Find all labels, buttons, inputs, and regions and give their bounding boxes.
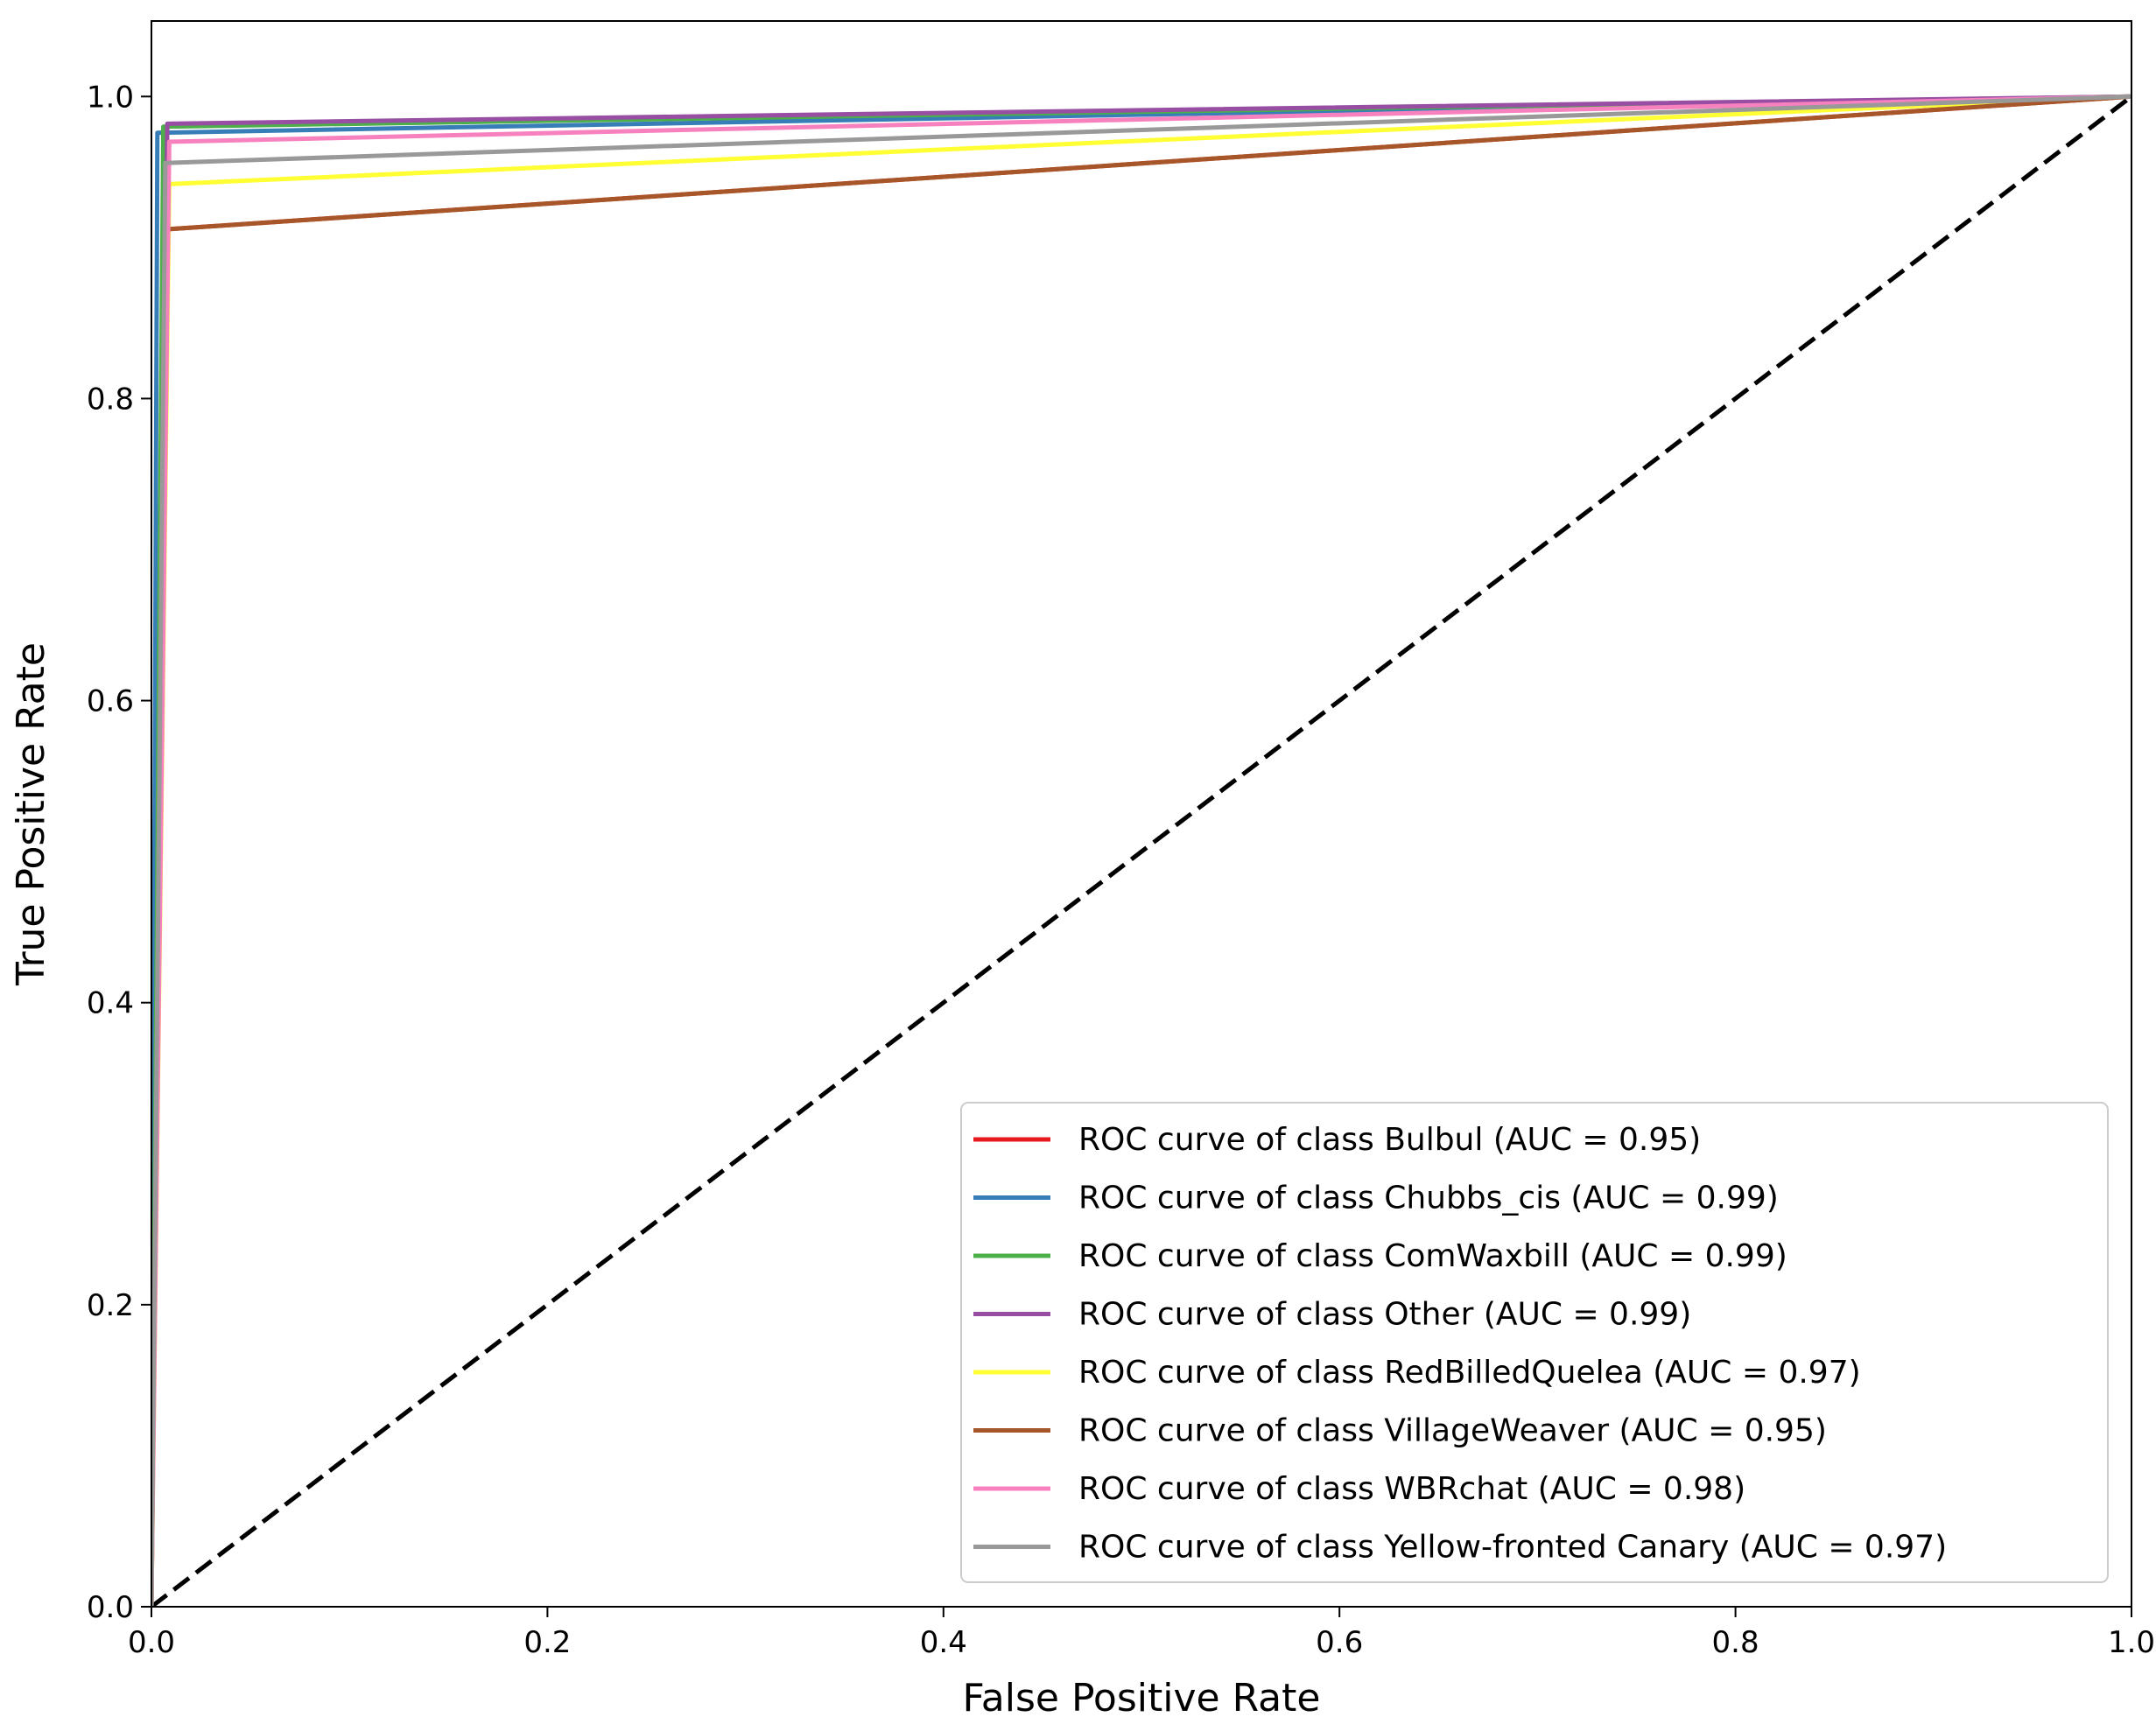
x-tick-label: 0.6	[1316, 1625, 1363, 1660]
legend-box	[960, 1102, 2109, 1583]
legend-entry: ROC curve of class WBRchat (AUC = 0.98)	[1078, 1471, 1745, 1507]
x-tick-label: 0.0	[128, 1625, 175, 1660]
legend-entry: ROC curve of class RedBilledQuelea (AUC …	[1078, 1355, 1861, 1391]
legend: ROC curve of class Bulbul (AUC = 0.95) RO…	[960, 1102, 2109, 1583]
x-axis-label: False Positive Rate	[963, 1676, 1321, 1720]
y-tick-label: 1.0	[87, 80, 134, 115]
y-axis-label: True Positive Rate	[9, 642, 53, 986]
legend-entry: ROC curve of class Bulbul (AUC = 0.95)	[1078, 1122, 1701, 1158]
y-tick-label: 0.0	[87, 1590, 134, 1625]
x-tick-label: 0.8	[1712, 1625, 1759, 1660]
legend-entry: ROC curve of class Chubbs_cis (AUC = 0.9…	[1078, 1181, 1779, 1216]
plot-frame	[151, 20, 2132, 1608]
y-axis: 0.0 0.2 0.4 0.6 0.8 1.0	[87, 80, 151, 1625]
y-tick-label: 0.8	[87, 382, 134, 417]
x-tick-label: 0.2	[523, 1625, 571, 1660]
y-tick-label: 0.6	[87, 684, 134, 719]
legend-entry: ROC curve of class Other (AUC = 0.99)	[1078, 1297, 1691, 1333]
y-tick-label: 0.4	[87, 986, 134, 1021]
diagonal-reference-line	[151, 95, 2131, 1607]
x-axis: 0.0 0.2 0.4 0.6 0.8 1.0	[128, 1607, 2155, 1660]
x-tick-label: 1.0	[2108, 1625, 2155, 1660]
legend-entry: ROC curve of class Yellow-fronted Canary…	[1078, 1530, 1947, 1566]
plot-area	[151, 94, 2131, 1607]
x-tick-label: 0.4	[920, 1625, 967, 1660]
y-tick-label: 0.2	[87, 1288, 134, 1323]
legend-entry: ROC curve of class ComWaxbill (AUC = 0.9…	[1078, 1238, 1787, 1274]
roc-curve-7	[151, 94, 2131, 1607]
legend-entry: ROC curve of class VillageWeaver (AUC = …	[1078, 1413, 1827, 1449]
